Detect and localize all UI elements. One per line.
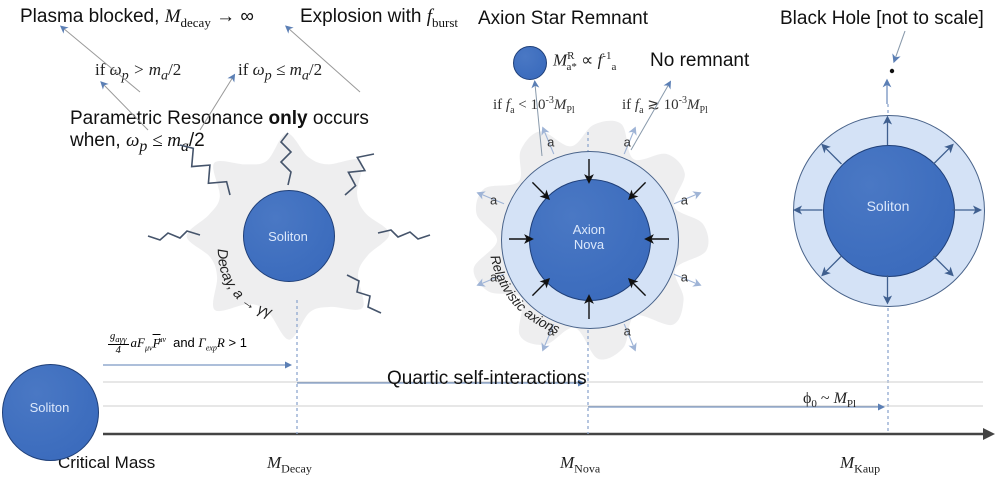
svg-text:a: a (547, 323, 555, 338)
svg-text:a: a (681, 269, 689, 284)
svg-text:a: a (624, 323, 632, 338)
svg-text:a: a (490, 269, 498, 284)
svg-text:a: a (681, 193, 689, 208)
svg-text:a: a (624, 135, 632, 150)
svg-text:a: a (490, 193, 498, 208)
svg-text:a: a (547, 135, 555, 150)
